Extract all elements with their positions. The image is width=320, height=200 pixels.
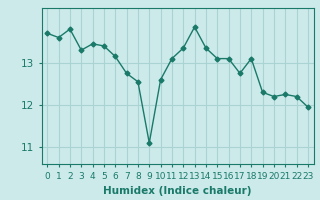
X-axis label: Humidex (Indice chaleur): Humidex (Indice chaleur) (103, 186, 252, 196)
